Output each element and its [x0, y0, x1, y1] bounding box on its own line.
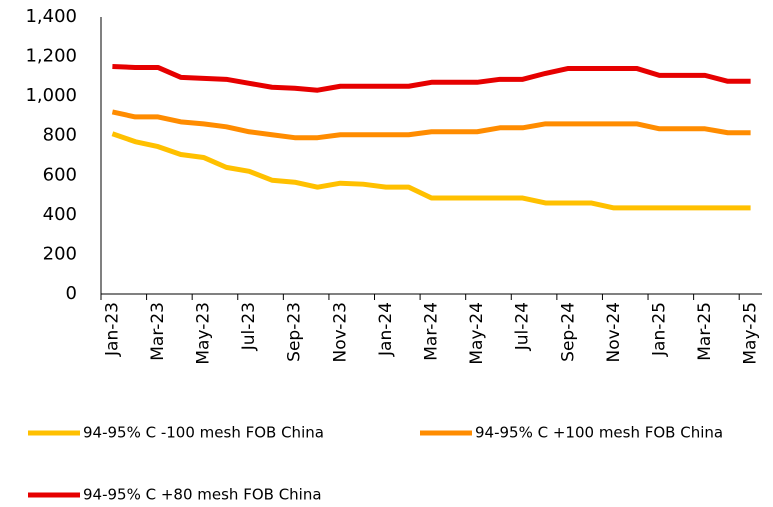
x-tick-label: Jul-24: [513, 302, 533, 351]
legend-label: 94-95% C +80 mesh FOB China: [83, 486, 322, 504]
x-tick-label: Jan-24: [376, 302, 396, 357]
x-tick-label: Jan-23: [102, 302, 122, 357]
y-tick-label: 600: [43, 164, 77, 185]
y-tick-label: 200: [43, 243, 77, 264]
y-tick-label: 1,000: [25, 85, 77, 106]
x-tick-label: Nov-24: [604, 302, 624, 363]
x-tick-label: Sep-23: [285, 302, 305, 362]
x-tick-label: May-23: [194, 302, 214, 365]
legend-label: 94-95% C +100 mesh FOB China: [475, 424, 723, 442]
x-tick-label: May-25: [741, 302, 761, 365]
y-tick-label: 1,200: [25, 46, 77, 67]
x-tick-label: Jan-25: [649, 302, 669, 357]
legend-label: 94-95% C -100 mesh FOB China: [83, 424, 324, 442]
y-tick-label: 0: [66, 283, 77, 304]
x-tick-label: Mar-24: [422, 302, 442, 361]
series-line: [112, 63, 751, 93]
x-tick-label: Mar-23: [148, 302, 168, 361]
x-tick-label: Sep-24: [558, 302, 578, 362]
x-tick-label: Mar-25: [695, 302, 715, 361]
x-tick-label: Jul-23: [239, 302, 259, 351]
x-tick-label: Nov-23: [330, 302, 350, 363]
y-tick-label: 400: [43, 204, 77, 225]
series-line: [111, 131, 751, 211]
y-tick-label: 1,400: [25, 6, 77, 27]
x-tick-label: May-24: [467, 302, 487, 365]
y-tick-label: 800: [43, 125, 77, 146]
series-line: [111, 109, 751, 141]
